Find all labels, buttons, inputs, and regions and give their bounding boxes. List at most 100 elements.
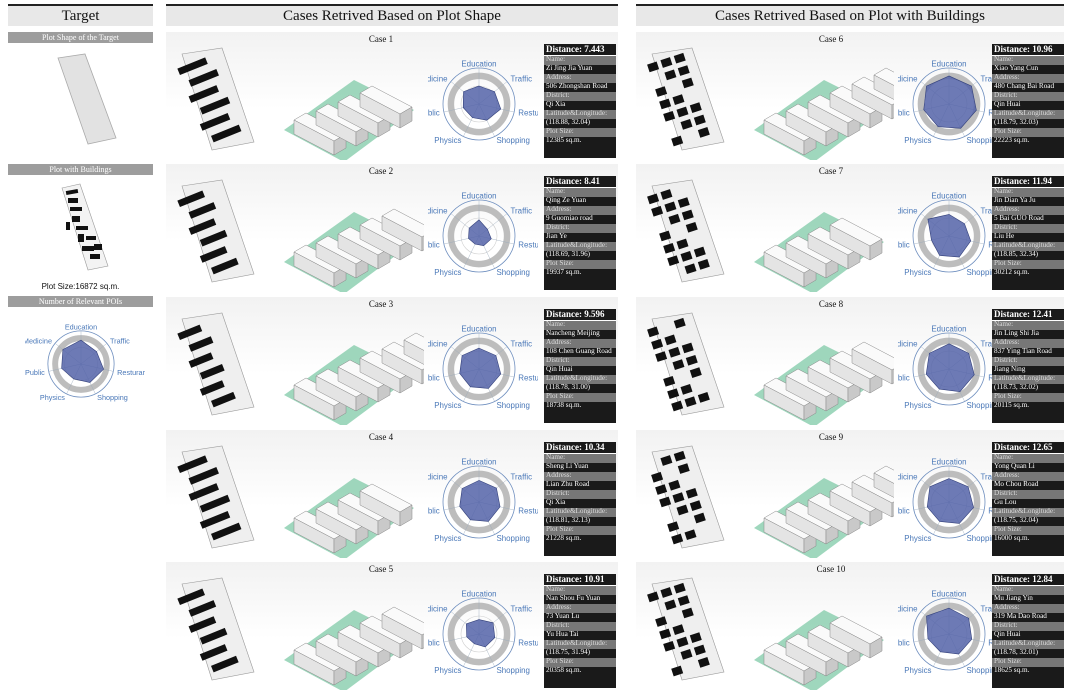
case-district: Qin Huai bbox=[994, 101, 1021, 108]
case-district: Qi Xia bbox=[546, 101, 566, 108]
case-radar-chart: EducationTrafficResturantShoppingPhysics… bbox=[428, 59, 538, 145]
case-address: Lian Zhu Road bbox=[546, 481, 590, 488]
case-plan bbox=[177, 445, 255, 549]
case-isometric bbox=[284, 208, 424, 292]
case-name: Sheng Li Yuan bbox=[546, 463, 589, 470]
case-info-card: Distance: 12.65 Name: Yong Quan Li Address:… bbox=[992, 442, 1064, 556]
address-label: Address: bbox=[544, 339, 616, 348]
case-radar-chart: EducationTrafficResturantShoppingPhysics… bbox=[898, 457, 1008, 543]
case-radar-chart: EducationTrafficResturantShoppingPhysics… bbox=[428, 589, 538, 675]
case-isometric bbox=[284, 332, 424, 425]
case-title: Case 4 bbox=[368, 432, 394, 442]
latlng-label: Latitude&Longitude: bbox=[544, 375, 616, 384]
case-info-card: Distance: 9.596 Name: Nancheng Meijing Addr… bbox=[544, 309, 616, 423]
latlng-label: Latitude&Longitude: bbox=[992, 640, 1064, 649]
radar-axis-label: Medicine bbox=[428, 75, 448, 84]
case-plan bbox=[177, 577, 255, 681]
case-info-card: Distance: 11.94 Name: Jin Dian Ya Ju Addres… bbox=[992, 176, 1064, 290]
case-isometric bbox=[754, 212, 884, 292]
case-distance: Distance: 12.84 bbox=[992, 574, 1064, 586]
name-label: Name: bbox=[992, 321, 1064, 330]
case-panel: Case 6EducationTrafficResturantShoppingP… bbox=[636, 32, 1064, 160]
radar-axis-label: Shopping bbox=[966, 666, 999, 675]
radar-axis-label: Education bbox=[461, 59, 496, 68]
radar-axis-label: Education bbox=[461, 324, 496, 333]
radar-axis-label: Traffic bbox=[981, 207, 1003, 216]
case-address: 9 Guomiao road bbox=[546, 215, 593, 222]
radar-axis-label: Shopping bbox=[496, 666, 529, 675]
radar-axis-label: Traffic bbox=[981, 473, 1003, 482]
case-title: Case 3 bbox=[368, 299, 394, 309]
case-plan bbox=[651, 445, 725, 549]
case-plan bbox=[647, 577, 725, 681]
radar-axis-label: Public bbox=[25, 368, 45, 377]
radar-axis-label: Education bbox=[931, 457, 966, 466]
radar-axis-label: Education bbox=[461, 191, 496, 200]
size-label: Plot Size: bbox=[992, 260, 1064, 269]
case-panel: Case 9EducationTrafficResturantShoppingP… bbox=[636, 430, 1064, 558]
case-plan bbox=[177, 179, 255, 283]
case-info-card: Distance: 12.84 Name: Mu Jiang Yin Address:… bbox=[992, 574, 1064, 688]
case-name: Mu Jiang Yin bbox=[994, 595, 1033, 602]
radar-axis-label: Shopping bbox=[97, 393, 128, 402]
case-address: 319 Ma Dao Road bbox=[994, 613, 1047, 620]
case-address: 108 Chen Guang Road bbox=[546, 348, 612, 355]
address-label: Address: bbox=[992, 206, 1064, 215]
case-distance: Distance: 10.96 bbox=[992, 44, 1064, 56]
radar-axis-label: Traffic bbox=[511, 605, 533, 614]
case-latlng: (118.75, 32.04) bbox=[994, 517, 1039, 524]
case-plan bbox=[647, 312, 725, 416]
case-plan bbox=[177, 312, 255, 416]
case-isometric bbox=[754, 465, 894, 558]
case-name: Zi Jing Jia Yuan bbox=[546, 65, 593, 72]
radar-axis-label: Traffic bbox=[511, 340, 533, 349]
radar-axis-label: Traffic bbox=[981, 340, 1003, 349]
radar-axis-label: Education bbox=[931, 589, 966, 598]
radar-axis-label: Education bbox=[461, 457, 496, 466]
radar-axis-label: Public bbox=[898, 507, 910, 516]
case-distance: Distance: 10.34 bbox=[544, 442, 616, 454]
case-address: 5 Bai GUO Road bbox=[994, 215, 1044, 222]
case-plan bbox=[647, 47, 725, 151]
latlng-label: Latitude&Longitude: bbox=[992, 110, 1064, 119]
latlng-label: Latitude&Longitude: bbox=[544, 508, 616, 517]
radar-axis-label: Physics bbox=[904, 136, 931, 145]
case-latlng: (118.75, 31.94) bbox=[546, 649, 591, 656]
case-district: Liu He bbox=[994, 233, 1015, 240]
radar-axis-label: Traffic bbox=[511, 473, 533, 482]
radar-axis-label: Education bbox=[931, 59, 966, 68]
case-isometric bbox=[754, 610, 884, 690]
case-name: Qing Ze Yuan bbox=[546, 197, 587, 204]
radar-axis-label: Medicine bbox=[898, 75, 918, 84]
name-label: Name: bbox=[544, 454, 616, 463]
latlng-label: Latitude&Longitude: bbox=[992, 242, 1064, 251]
radar-axis-label: Shopping bbox=[496, 268, 529, 277]
case-isometric bbox=[754, 67, 894, 160]
radar-axis-label: Physics bbox=[434, 401, 461, 410]
case-latlng: (118.73, 32.02) bbox=[994, 384, 1039, 391]
case-latlng: (118.85, 32.34) bbox=[994, 251, 1039, 258]
target-plot-buildings bbox=[61, 183, 109, 271]
radar-axis-label: Physics bbox=[904, 534, 931, 543]
name-label: Name: bbox=[992, 188, 1064, 197]
radar-axis-label: Physics bbox=[904, 401, 931, 410]
size-label: Plot Size: bbox=[992, 526, 1064, 535]
case-panel: Case 5 Education Traffic Resturant Shopping P… bbox=[166, 562, 618, 690]
radar-axis-label: Medicine bbox=[898, 605, 918, 614]
case-isometric bbox=[284, 606, 424, 690]
case-title: Case 9 bbox=[818, 432, 844, 442]
case-address: 837 Ying Tian Road bbox=[994, 348, 1052, 355]
case-title: Case 5 bbox=[368, 564, 394, 574]
poi-label: Number of Relevant POIs bbox=[8, 296, 153, 307]
radar-axis-label: Education bbox=[461, 589, 496, 598]
radar-axis-label: Shopping bbox=[966, 136, 999, 145]
case-latlng: (118.79, 32.03) bbox=[994, 119, 1039, 126]
case-district: Qi Xia bbox=[546, 499, 566, 506]
radar-axis-label: Traffic bbox=[981, 75, 1003, 84]
radar-axis-label: Physics bbox=[434, 268, 461, 277]
radar-axis-label: Public bbox=[428, 109, 440, 118]
case-info-card: Distance: 8.41 Name: Qing Ze Yuan Address: 9… bbox=[544, 176, 616, 290]
size-label: Plot Size: bbox=[544, 658, 616, 667]
radar-axis-label: Medicine bbox=[428, 340, 448, 349]
case-latlng: (118.69, 31.96) bbox=[546, 251, 591, 258]
